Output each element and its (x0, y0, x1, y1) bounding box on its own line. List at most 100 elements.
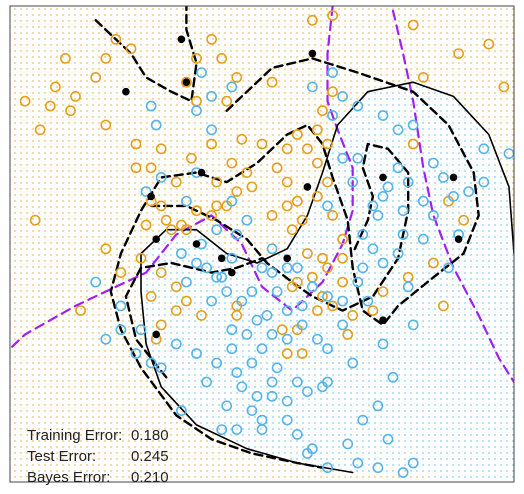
orange-point (427, 257, 439, 269)
test-error-label: Test Error: (27, 448, 96, 465)
blue-point (175, 248, 187, 259)
blue-point (397, 229, 409, 240)
blue-point (407, 119, 419, 131)
blue-point (417, 233, 429, 245)
support-vector-point (308, 49, 317, 58)
orange-point (322, 138, 333, 150)
blue-point (196, 67, 207, 78)
blue-point (387, 371, 399, 383)
orange-point (327, 86, 338, 98)
blue-point (226, 195, 238, 207)
orange-point (180, 295, 192, 307)
blue-point (216, 424, 228, 435)
blue-point (317, 381, 328, 393)
blue-point (226, 324, 238, 336)
blue-point (377, 110, 389, 121)
orange-point (231, 72, 243, 83)
support-vector-point (228, 268, 236, 277)
orange-point (407, 19, 419, 31)
orange-point (311, 190, 323, 202)
blue-point (357, 229, 369, 240)
orange-point (60, 53, 71, 64)
orange-point (155, 267, 167, 278)
blue-point (201, 376, 212, 388)
blue-point (226, 343, 238, 355)
orange-point (322, 262, 333, 274)
orange-point (175, 219, 187, 231)
orange-point (170, 281, 182, 293)
blue-point (427, 209, 439, 221)
blue-point (296, 319, 308, 331)
blue-point (170, 338, 182, 350)
blue-point (251, 314, 263, 326)
blue-point (367, 200, 379, 212)
orange-point (170, 305, 182, 316)
blue-point (266, 376, 278, 388)
blue-point (241, 328, 253, 340)
orange-point (407, 138, 419, 150)
support-vector-point (147, 192, 155, 201)
orange-point (206, 138, 217, 150)
support-vector-point (217, 254, 226, 263)
orange-point (241, 167, 253, 178)
blue-point (246, 357, 258, 369)
orange-point (165, 224, 177, 236)
blue-point (443, 262, 454, 274)
blue-point (115, 324, 127, 336)
blue-point (357, 262, 369, 274)
blue-point (256, 262, 268, 274)
blue-point (392, 162, 404, 174)
blue-point (407, 319, 419, 331)
orange-point (206, 33, 217, 45)
blue-point (296, 300, 308, 312)
support-vector-point (182, 78, 191, 86)
blue-point (211, 224, 222, 236)
blue-point (211, 271, 222, 283)
orange-point (301, 248, 313, 259)
blue-point (191, 348, 202, 359)
blue-point (266, 390, 278, 402)
margin-curve-inner-lower (124, 257, 264, 379)
blue-point (407, 457, 419, 469)
orange-point (458, 214, 469, 226)
orange-point (196, 309, 207, 321)
orange-point (266, 76, 278, 88)
blue-point (352, 457, 364, 469)
orange-point (75, 305, 86, 316)
orange-point (276, 324, 288, 336)
blue-point (382, 181, 394, 193)
blue-point (392, 124, 404, 136)
blue-point (306, 281, 318, 293)
blue-point (327, 110, 338, 121)
blue-point (357, 414, 369, 426)
orange-point (246, 181, 258, 193)
orange-point (498, 81, 510, 93)
blue-point (402, 176, 414, 188)
blue-point (322, 462, 333, 474)
orange-point (70, 91, 81, 102)
blue-point (246, 286, 258, 297)
orange-point (311, 305, 323, 316)
orange-point (317, 290, 328, 302)
blue-point (437, 171, 449, 183)
blue-point (392, 248, 404, 259)
orange-point (337, 252, 348, 264)
blue-point (281, 414, 293, 426)
blue-point (246, 405, 258, 416)
orange-point (211, 200, 222, 212)
orange-point (221, 95, 233, 107)
blue-point (130, 348, 142, 359)
support-vector-point (283, 254, 292, 263)
orange-point (100, 243, 112, 255)
margin-curve-outer (109, 57, 480, 469)
blue-point (155, 362, 167, 374)
orange-point (211, 176, 222, 188)
blue-point (397, 467, 409, 478)
orange-point (155, 319, 167, 331)
orange-point (191, 53, 202, 64)
error-stats: Training Error: 0.180 Test Error: 0.245 … (27, 427, 169, 486)
blue-point (306, 81, 318, 93)
orange-point (135, 252, 147, 264)
blue-point (281, 395, 293, 407)
